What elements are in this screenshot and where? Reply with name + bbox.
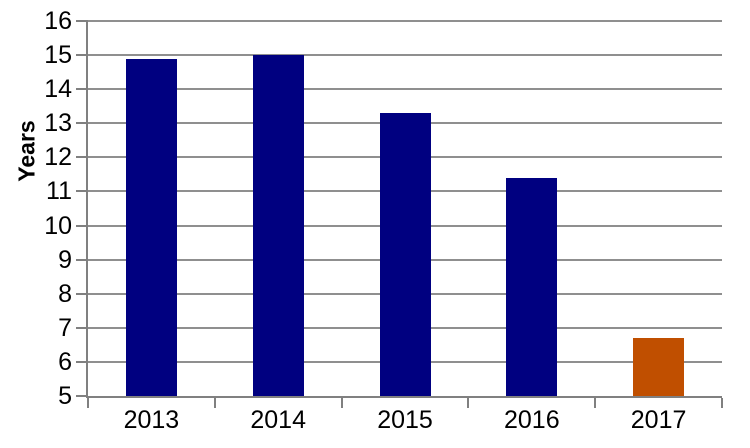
y-axis-tick-label: 12 xyxy=(44,143,72,172)
y-axis-tick-label: 7 xyxy=(58,313,72,342)
x-axis-line xyxy=(86,396,722,398)
x-axis-tick xyxy=(340,398,343,408)
y-gridline xyxy=(88,54,722,57)
y-axis-tick xyxy=(76,258,88,261)
y-axis-tick xyxy=(76,54,88,57)
y-axis-tick-label: 9 xyxy=(58,245,72,274)
y-axis-line xyxy=(86,21,88,398)
y-axis-tick xyxy=(76,88,88,91)
y-axis-tick xyxy=(76,360,88,363)
bar-2016 xyxy=(506,177,558,396)
y-axis-tick xyxy=(76,292,88,295)
y-axis-tick-label: 11 xyxy=(46,177,72,206)
x-axis-tick xyxy=(213,398,216,408)
y-axis-tick-label: 6 xyxy=(58,347,72,376)
y-axis-tick-label: 15 xyxy=(44,41,72,70)
y-axis-tick xyxy=(76,20,88,22)
x-axis-tick xyxy=(467,398,470,408)
y-axis-tick xyxy=(76,156,88,159)
x-axis-tick-label: 2013 xyxy=(123,406,180,434)
x-axis-tick-label: 2015 xyxy=(377,406,433,434)
y-axis-tick-label: 8 xyxy=(58,279,72,308)
x-axis-tick xyxy=(721,398,723,408)
x-axis-tick xyxy=(594,398,597,408)
y-axis-tick xyxy=(76,190,88,193)
bar-2013 xyxy=(125,58,177,396)
x-axis-tick-label: 2017 xyxy=(630,406,687,434)
bar-2017 xyxy=(633,338,685,396)
y-axis-tick xyxy=(76,326,88,329)
y-axis-tick-label: 13 xyxy=(44,109,72,138)
y-axis-tick-label: 10 xyxy=(44,211,72,240)
y-axis-tick xyxy=(76,122,88,125)
y-axis-tick-label: 5 xyxy=(58,382,72,410)
y-gridline xyxy=(88,20,722,22)
y-axis-tick xyxy=(76,224,88,227)
y-axis-tick-label: 16 xyxy=(44,7,72,35)
y-axis-tick xyxy=(76,395,88,397)
y-axis-tick-label: 14 xyxy=(44,75,72,104)
bar-2014 xyxy=(252,55,304,396)
x-axis-tick-label: 2014 xyxy=(250,406,306,434)
bar-2015 xyxy=(379,113,431,396)
x-axis-tick xyxy=(87,398,89,408)
y-gridline xyxy=(88,88,722,91)
x-axis-tick-label: 2016 xyxy=(503,406,560,434)
